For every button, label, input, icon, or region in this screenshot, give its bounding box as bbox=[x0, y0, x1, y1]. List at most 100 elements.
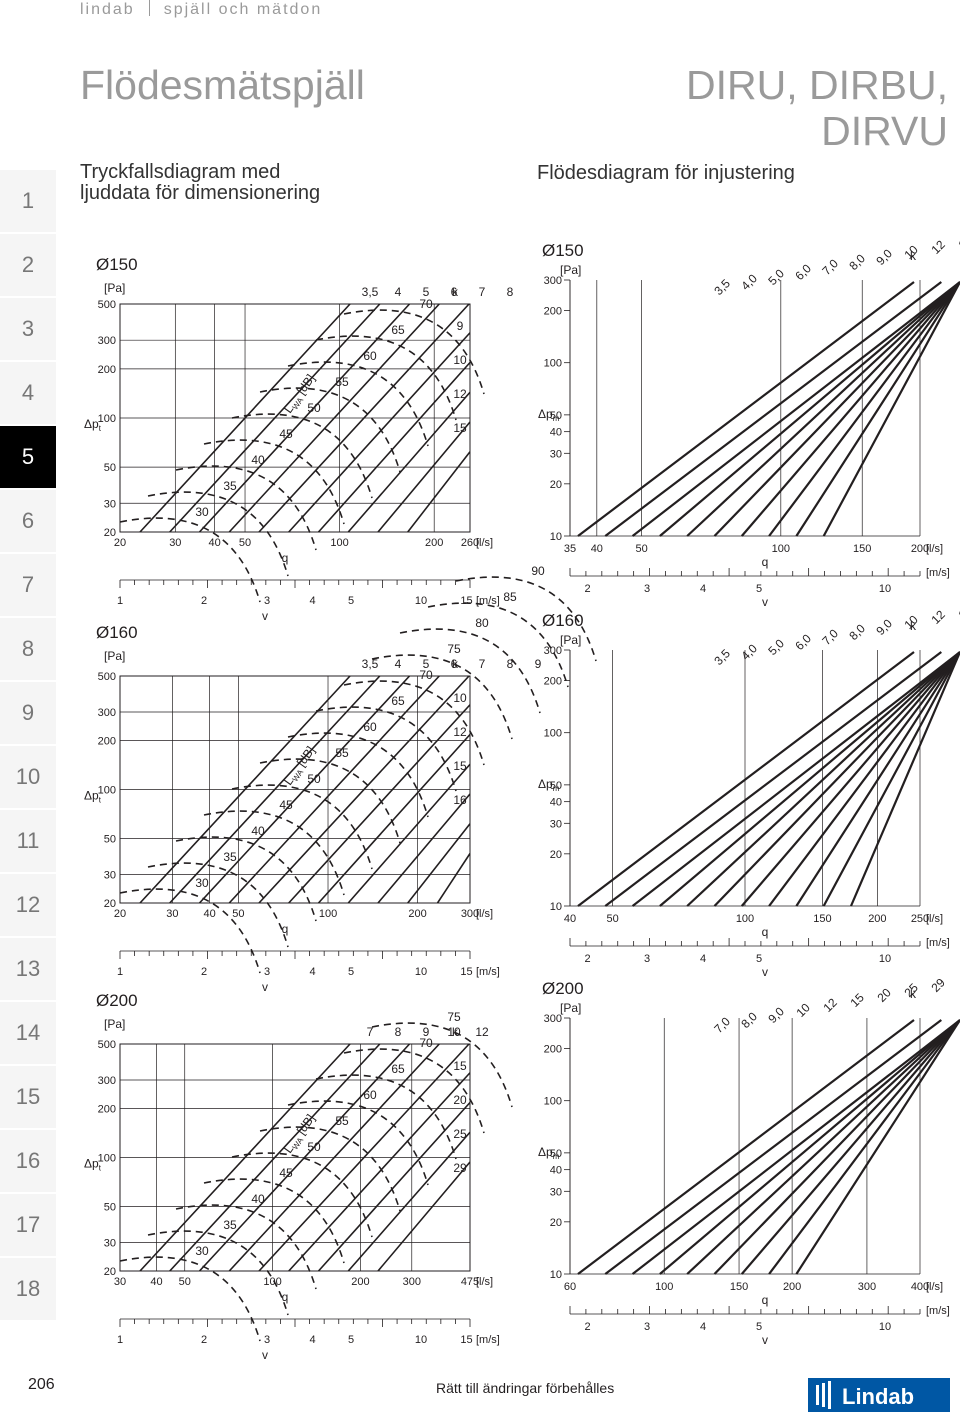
sound-level-value: 65 bbox=[391, 1062, 405, 1076]
sound-level-curve bbox=[315, 706, 457, 792]
chapter-tab-12[interactable]: 12 bbox=[0, 874, 56, 938]
k-line bbox=[577, 281, 915, 537]
k-line bbox=[713, 1019, 960, 1275]
sound-level-curve bbox=[455, 576, 597, 662]
k-line bbox=[169, 675, 381, 904]
chapter-tab-3[interactable]: 3 bbox=[0, 298, 56, 362]
y-unit: [Pa] bbox=[104, 649, 125, 663]
y-tick-label: 30 bbox=[104, 1237, 116, 1249]
sound-level-curve bbox=[203, 1178, 345, 1264]
chart-title: Ø200 bbox=[542, 979, 584, 998]
k-line bbox=[169, 1043, 381, 1272]
chapter-tab-7[interactable]: 7 bbox=[0, 554, 56, 618]
y-tick-label: 40 bbox=[550, 427, 562, 439]
velocity-tick-label: 10 bbox=[879, 583, 891, 595]
chapter-tab-9[interactable]: 9 bbox=[0, 682, 56, 746]
k-value-right: 12 bbox=[453, 387, 467, 401]
chapter-tab-13[interactable]: 13 bbox=[0, 938, 56, 1002]
chapter-tab-15[interactable]: 15 bbox=[0, 1066, 56, 1130]
y-tick-label: 200 bbox=[98, 1104, 116, 1116]
k-line bbox=[228, 1043, 440, 1272]
sound-level-value: 45 bbox=[279, 798, 293, 812]
chapter-tab-11[interactable]: 11 bbox=[0, 810, 56, 874]
y-tick-label: 20 bbox=[550, 849, 562, 861]
header-brand: lindab spjäll och mätdon bbox=[80, 0, 322, 19]
velocity-axis-label: v bbox=[762, 965, 768, 979]
k-value-right: 10 bbox=[453, 353, 467, 367]
chapter-tab-5[interactable]: 5 bbox=[0, 426, 56, 490]
section-name: spjäll och mätdon bbox=[163, 1, 323, 18]
sound-level-value: 30 bbox=[195, 505, 209, 519]
k-line bbox=[347, 763, 471, 904]
sound-level-value: 85 bbox=[503, 590, 517, 604]
y-axis-subscript: m bbox=[553, 414, 560, 423]
velocity-tick-label: 2 bbox=[201, 595, 207, 607]
k-value-top: 3,5 bbox=[362, 285, 379, 299]
y-tick-label: 20 bbox=[104, 1266, 116, 1278]
k-line bbox=[849, 651, 960, 907]
chapter-tab-18[interactable]: 18 bbox=[0, 1258, 56, 1322]
k-value: 10 bbox=[793, 1000, 813, 1020]
k-line bbox=[740, 1019, 960, 1275]
velocity-tick-label: 3 bbox=[264, 966, 270, 978]
k-line bbox=[795, 1019, 960, 1275]
sound-level-curve bbox=[259, 387, 401, 473]
k-line bbox=[740, 281, 960, 537]
k-line bbox=[822, 281, 960, 537]
x-tick-label: 150 bbox=[730, 1281, 748, 1293]
chapter-tab-6[interactable]: 6 bbox=[0, 490, 56, 554]
velocity-tick-label: 4 bbox=[309, 966, 315, 978]
k-value-top: 8 bbox=[395, 1025, 402, 1039]
velocity-axis-label: v bbox=[262, 980, 268, 994]
sound-level-value: 45 bbox=[279, 1166, 293, 1180]
sound-level-value: 75 bbox=[447, 1010, 461, 1024]
x-tick-label: 40 bbox=[203, 908, 215, 920]
velocity-axis-label: v bbox=[262, 609, 268, 623]
velocity-tick-label: 10 bbox=[879, 1321, 891, 1333]
y-tick-label: 20 bbox=[104, 898, 116, 910]
k-line bbox=[407, 823, 471, 904]
velocity-tick-label: 10 bbox=[415, 1334, 427, 1346]
sound-level-curve bbox=[231, 413, 373, 499]
chapter-tab-2[interactable]: 2 bbox=[0, 234, 56, 298]
chapter-tab-10[interactable]: 10 bbox=[0, 746, 56, 810]
sound-level-value: 70 bbox=[419, 668, 433, 682]
chapter-tab-17[interactable]: 17 bbox=[0, 1194, 56, 1258]
logo-text: Lindab bbox=[842, 1384, 914, 1409]
k-line bbox=[631, 1019, 960, 1275]
k-value-right: 10 bbox=[453, 691, 467, 705]
sound-level-value: 45 bbox=[279, 427, 293, 441]
sound-level-value: 60 bbox=[363, 1088, 377, 1102]
y-tick-label: 500 bbox=[98, 1039, 116, 1051]
sound-level-curve bbox=[175, 465, 317, 551]
chapter-tab-1[interactable]: 1 bbox=[0, 170, 56, 234]
left-subtitle-line-2: ljuddata för dimensionering bbox=[80, 182, 321, 204]
k-line bbox=[139, 675, 351, 904]
k-value: 7,0 bbox=[819, 256, 841, 278]
k-line bbox=[377, 1161, 471, 1272]
k-value-top: 6 bbox=[451, 657, 458, 671]
k-line bbox=[768, 651, 960, 907]
chapter-tab-14[interactable]: 14 bbox=[0, 1002, 56, 1066]
x-axis-label: q bbox=[282, 1290, 289, 1304]
x-tick-label: 200 bbox=[783, 1281, 801, 1293]
velocity-tick-label: 5 bbox=[756, 953, 762, 965]
k-label: k bbox=[910, 249, 917, 263]
k-value: 25 bbox=[901, 980, 921, 1000]
k-value: 4,0 bbox=[738, 271, 760, 293]
y-tick-label: 100 bbox=[98, 1153, 116, 1165]
x-tick-label: 260 bbox=[461, 537, 479, 549]
x-tick-label: 400 bbox=[911, 1281, 929, 1293]
x-tick-label: 50 bbox=[635, 543, 647, 555]
k-value: 7,0 bbox=[819, 626, 841, 648]
k-value-top: 7 bbox=[479, 285, 486, 299]
x-tick-label: 40 bbox=[564, 913, 576, 925]
chapter-tab-4[interactable]: 4 bbox=[0, 362, 56, 426]
chapter-tab-16[interactable]: 16 bbox=[0, 1130, 56, 1194]
k-line bbox=[139, 1043, 351, 1272]
chapter-tab-8[interactable]: 8 bbox=[0, 618, 56, 682]
y-axis-label: Δpt bbox=[84, 789, 102, 805]
chart-title: Ø200 bbox=[96, 991, 138, 1010]
y-axis-subscript: m bbox=[553, 1152, 560, 1161]
velocity-tick-label: 5 bbox=[348, 1334, 354, 1346]
